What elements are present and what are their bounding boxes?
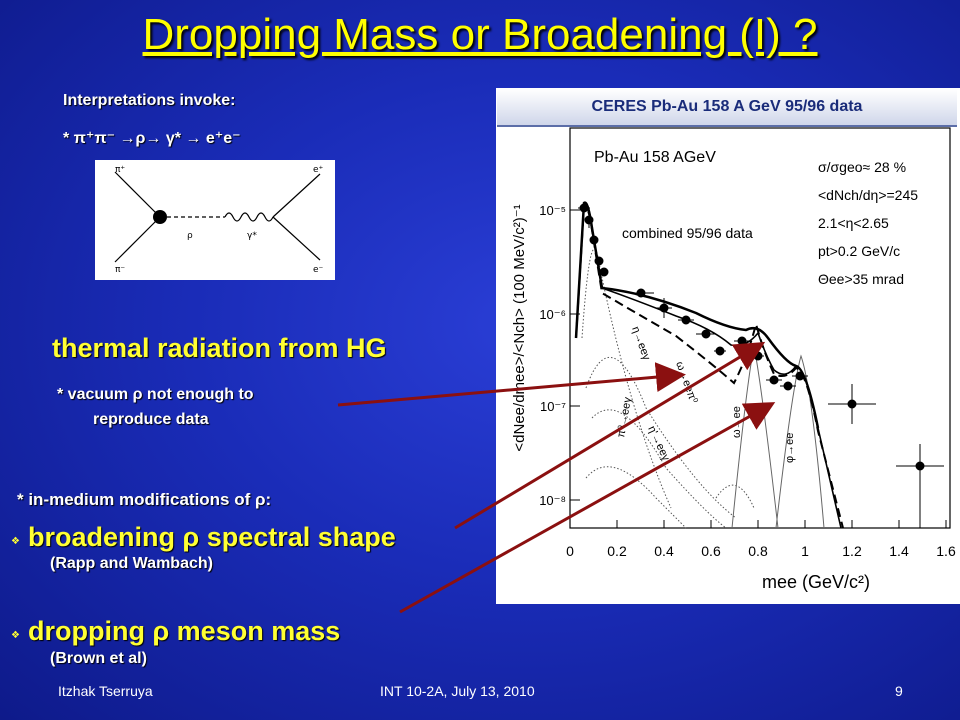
inmedium-heading: * in-medium modifications of ρ:: [17, 490, 272, 509]
plot-title: Pb-Au 158 AGeV: [594, 149, 716, 166]
x-tick: 0.2: [607, 543, 627, 559]
pi-plus-label: π⁺: [115, 165, 125, 175]
x-tick: 0.4: [654, 543, 674, 559]
channel-label: φ→ee: [784, 433, 796, 463]
y-tick: 10⁻⁶: [539, 307, 566, 322]
feynman-diagram: π⁺ π⁻ e⁺ e⁻ ρ γ*: [95, 160, 335, 280]
broadening-ref: (Rapp and Wambach): [50, 555, 213, 572]
info-line: 2.1<η<2.65: [818, 215, 889, 231]
dropping-ref: (Brown et al): [50, 650, 147, 667]
y-tick: 10⁻⁸: [539, 493, 566, 508]
bullet-icon: ❖: [11, 536, 20, 547]
x-tick: 0.6: [701, 543, 721, 559]
page-number: 9: [895, 683, 903, 699]
x-tick: 1: [801, 543, 809, 559]
y-tick: 10⁻⁵: [539, 203, 566, 218]
rho-label: ρ: [187, 231, 193, 241]
reaction-text: * π⁺π⁻ →ρ→ γ* → e⁺e⁻: [63, 130, 241, 147]
arrow-thermal: [337, 362, 686, 407]
e-minus-label: e⁻: [313, 265, 324, 275]
x-tick: 1.2: [842, 543, 862, 559]
info-line: Θee>35 mrad: [818, 271, 904, 287]
dropping-bullet: dropping ρ meson mass: [28, 616, 341, 646]
x-tick: 0: [566, 543, 574, 559]
footer-venue: INT 10-2A, July 13, 2010: [380, 683, 535, 699]
info-line: <dNch/dη>=245: [818, 187, 918, 203]
x-axis-label: mee (GeV/c²): [762, 572, 870, 592]
y-tick: 10⁻⁷: [540, 399, 566, 414]
info-line: σ/σgeo≈ 28 %: [818, 159, 906, 175]
arrow-dropping: [399, 402, 776, 614]
broadening-bullet: broadening ρ spectral shape: [28, 522, 396, 552]
footer-author: Itzhak Tserruya: [58, 683, 153, 699]
x-tick: 1.6: [936, 543, 956, 559]
vacuum-note-line1: * vacuum ρ not enough to: [57, 386, 254, 403]
arrow-broadening: [454, 341, 766, 530]
plot-header: CERES Pb-Au 158 A GeV 95/96 data: [497, 89, 957, 127]
bullet-icon: ❖: [11, 630, 20, 641]
combined-label: combined 95/96 data: [622, 225, 753, 241]
info-line: pt>0.2 GeV/c: [818, 243, 900, 259]
thermal-heading: thermal radiation from HG: [52, 333, 387, 363]
x-tick: 0.8: [748, 543, 768, 559]
vacuum-note-line2: reproduce data: [93, 411, 209, 428]
gamma-label: γ*: [247, 231, 257, 241]
pi-minus-label: π⁻: [115, 265, 125, 275]
x-tick: 1.4: [889, 543, 909, 559]
slide-title: Dropping Mass or Broadening (I) ?: [142, 10, 818, 59]
interpretations-heading: Interpretations invoke:: [63, 92, 236, 109]
e-plus-label: e⁺: [313, 165, 324, 175]
